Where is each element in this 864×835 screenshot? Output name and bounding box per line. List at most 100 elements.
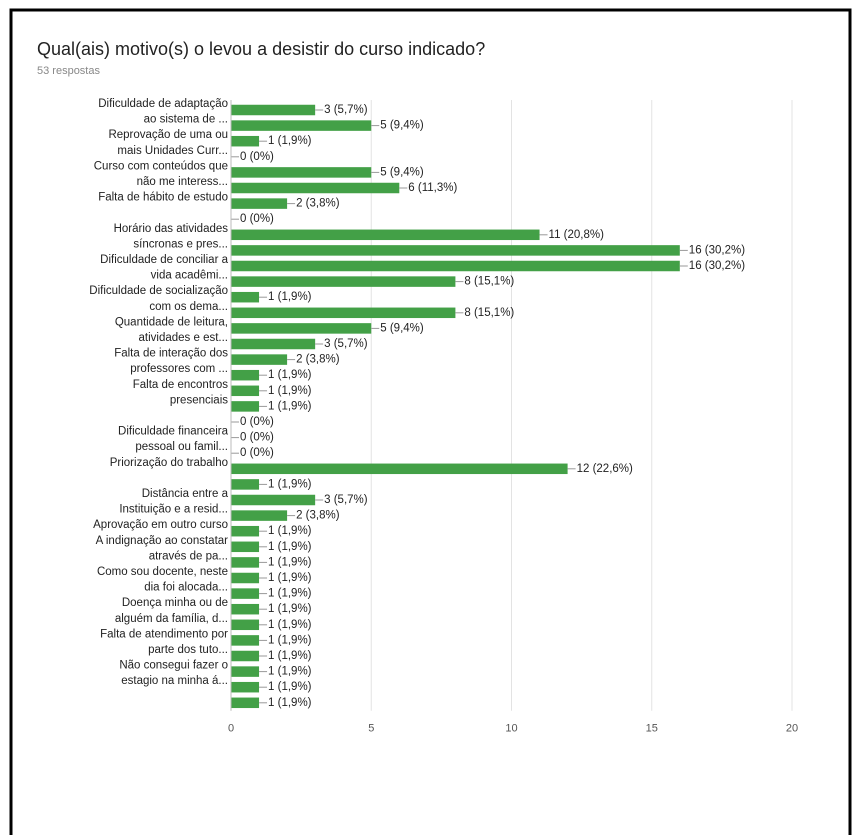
bar [231,182,400,194]
bar [231,401,260,412]
value-label: 3 (5,7%) [324,494,368,506]
bar [231,619,260,631]
category-label: Falta de interação dos [114,348,228,360]
category-label: Falta de atendimento por [100,628,228,640]
frame [9,8,852,835]
category-label: Dificuldade de socialização [89,285,228,297]
category-label: Dificuldade de adaptação [98,98,228,110]
bar [231,494,316,506]
category-label: Distância entre a [142,488,229,500]
category-label: A indignação ao constatar [96,535,229,547]
bar [231,323,372,334]
chart-title: Qual(ais) motivo(s) o levou a desistir d… [37,39,485,59]
value-label: 1 (1,9%) [268,650,312,662]
category-label: Quantidade de leitura, [115,316,228,328]
category-label: Dificuldade financeira [118,426,229,438]
value-label: 0 (0%) [240,213,274,225]
value-label: 16 (30,2%) [689,244,745,256]
category-label: Como sou docente, neste [97,566,228,578]
category-label: dia foi alocada... [144,582,228,594]
x-tick-label: 15 [646,723,658,735]
bar [231,681,260,693]
category-label: parte dos tuto... [148,644,228,656]
category-label: presenciais [170,394,228,406]
bar [231,541,260,553]
bar [231,666,260,677]
category-label: Doença minha ou de [122,597,228,609]
bar [231,635,260,646]
value-label: 2 (3,8%) [296,354,340,366]
value-label: 5 (9,4%) [380,322,424,334]
category-label: ao sistema de ... [144,114,228,126]
value-label: 1 (1,9%) [268,634,312,646]
category-label: vida acadêmi... [151,270,228,282]
bar [231,167,372,178]
bar [231,525,260,537]
value-label: 3 (5,7%) [324,104,368,116]
bar [231,650,260,662]
category-label: Curso com conteúdos que [94,160,228,172]
bar [231,229,540,241]
bar [231,291,260,303]
bar [231,697,260,709]
value-label: 1 (1,9%) [268,619,312,631]
category-label: estagio na minha á... [121,675,228,687]
value-label: 1 (1,9%) [268,135,312,147]
category-label: alguém da família, d... [115,613,228,625]
value-label: 1 (1,9%) [268,385,312,397]
value-label: 1 (1,9%) [268,541,312,553]
value-label: 2 (3,8%) [296,510,340,522]
bar [231,120,372,131]
value-label: 0 (0%) [240,416,274,428]
category-label: Falta de encontros [133,379,229,391]
bar [231,510,288,521]
category-label: não me interess... [137,176,228,188]
value-label: 1 (1,9%) [268,556,312,568]
value-label: 0 (0%) [240,447,274,459]
value-label: 1 (1,9%) [268,603,312,615]
category-label: professores com ... [130,363,228,375]
category-label: Dificuldade de conciliar a [100,254,228,266]
category-label: Aprovação em outro curso [93,519,228,531]
bar [231,245,680,256]
value-label: 1 (1,9%) [268,525,312,537]
category-label: Horário das atividades [114,223,229,235]
value-label: 1 (1,9%) [268,400,312,412]
bar [231,104,316,116]
category-label: pessoal ou famil... [135,441,228,453]
bar [231,557,260,568]
bar [231,198,288,209]
value-label: 0 (0%) [240,432,274,444]
value-label: 0 (0%) [240,151,274,163]
value-label: 16 (30,2%) [689,260,745,272]
value-label: 8 (15,1%) [464,276,514,288]
bar [231,354,288,365]
bar [231,572,260,584]
bar [231,463,568,475]
bar [231,307,456,319]
value-label: 5 (9,4%) [380,120,424,132]
bar [231,276,456,287]
category-label: síncronas e pres... [133,238,228,250]
x-tick-label: 5 [368,723,374,735]
value-label: 1 (1,9%) [268,369,312,381]
value-label: 1 (1,9%) [268,681,312,693]
bar [231,260,680,272]
value-label: 6 (11,3%) [408,182,457,194]
bar [231,603,260,615]
value-label: 1 (1,9%) [268,588,312,600]
category-label: Reprovação de uma ou [108,129,228,141]
bar [231,338,316,350]
value-label: 1 (1,9%) [268,291,312,303]
category-label: Não consegui fazer o [119,660,228,672]
bar [231,479,260,490]
chart-subtitle: 53 respostas [37,65,100,77]
bar [231,588,260,599]
value-label: 1 (1,9%) [268,572,312,584]
category-label: através de pa... [149,550,228,562]
bar [231,385,260,397]
x-tick-label: 10 [505,723,517,735]
value-label: 5 (9,4%) [380,166,424,178]
